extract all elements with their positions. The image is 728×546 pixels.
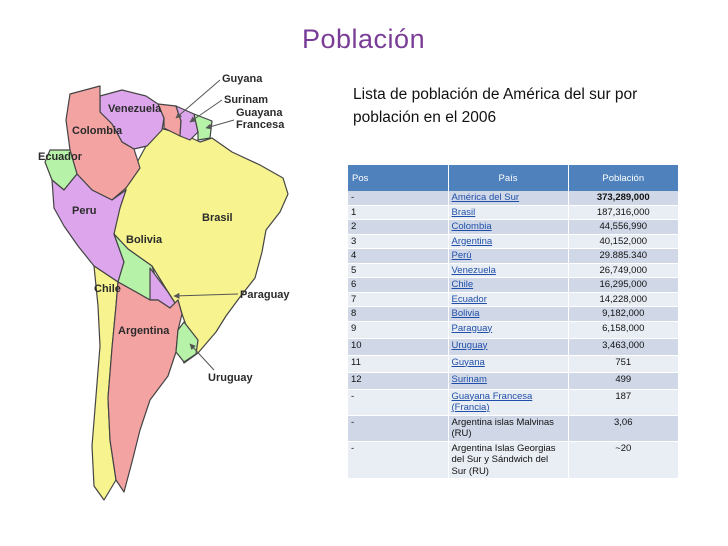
cell-pais-link[interactable]: Bolivia xyxy=(448,306,569,322)
map-label-paraguay: Paraguay xyxy=(240,289,290,301)
cell-poblacion: 44,556,990 xyxy=(568,219,678,235)
cell-pos: 3 xyxy=(348,234,449,249)
map-label-ecuador: Ecuador xyxy=(38,151,83,163)
table-row: - América del Sur 373,289,000 xyxy=(348,191,678,206)
header-pais: País xyxy=(448,165,569,191)
table-row: - Argentina islas Malvinas (RU) 3,06 xyxy=(348,415,678,442)
cell-pos: 9 xyxy=(348,321,449,339)
cell-poblacion: 751 xyxy=(568,355,678,373)
pointer-uruguay xyxy=(189,343,215,371)
table-row: 11 Guyana 751 xyxy=(348,355,678,373)
cell-pos: - xyxy=(348,389,449,416)
cell-pais: Argentina Islas Georgias del Sur y Sándw… xyxy=(448,441,569,479)
argentina-region xyxy=(107,281,183,493)
cell-poblacion: 26,749,000 xyxy=(568,263,678,278)
map-label-chile: Chile xyxy=(94,283,121,295)
cell-pos: 11 xyxy=(348,355,449,373)
cell-pos: 7 xyxy=(348,292,449,307)
table-row: 6 Chile 16,295,000 xyxy=(348,277,678,293)
cell-pos: - xyxy=(348,415,449,442)
cell-pos: - xyxy=(348,441,449,479)
cell-poblacion: 14,228,000 xyxy=(568,292,678,307)
uruguay-region xyxy=(175,321,199,363)
cell-pais-link[interactable]: Chile xyxy=(448,277,569,293)
cell-pais-link[interactable]: América del Sur xyxy=(448,191,569,206)
map-label-colombia: Colombia xyxy=(72,125,123,137)
cell-pais-link[interactable]: Colombia xyxy=(448,219,569,235)
table-header-row: Pos País Población xyxy=(348,165,678,191)
cell-poblacion: 16,295,000 xyxy=(568,277,678,293)
guayana-francesa-region xyxy=(193,113,213,141)
cell-pos: 2 xyxy=(348,219,449,235)
table-row: - Guayana Francesa (Francia) 187 xyxy=(348,389,678,416)
table-row: 3 Argentina 40,152,000 xyxy=(348,234,678,249)
table-row: - Argentina Islas Georgias del Sur y Sán… xyxy=(348,441,678,479)
cell-poblacion: 29.885.340 xyxy=(568,248,678,264)
cell-pais-link[interactable]: Uruguay xyxy=(448,338,569,356)
cell-pos: 4 xyxy=(348,248,449,264)
pointer-surinam xyxy=(189,99,223,123)
map-label-guayana-francesa-2: Francesa xyxy=(236,119,285,131)
map-label-argentina: Argentina xyxy=(118,325,170,337)
cell-pos: 1 xyxy=(348,205,449,220)
cell-poblacion: 9,182,000 xyxy=(568,306,678,322)
table-row: 10 Uruguay 3,463,000 xyxy=(348,338,678,356)
map-label-uruguay: Uruguay xyxy=(208,372,254,384)
pointer-guayana-francesa xyxy=(205,119,235,130)
table-row: 4 Perú 29.885.340 xyxy=(348,248,678,264)
cell-poblacion: 499 xyxy=(568,372,678,390)
cell-pos: 8 xyxy=(348,306,449,322)
cell-pais-link[interactable]: Ecuador xyxy=(448,292,569,307)
population-table: Pos País Población - América del Sur 373… xyxy=(348,165,678,479)
south-america-map: Venezuela Colombia Ecuador Peru Brasil B… xyxy=(38,73,290,501)
table-row: 1 Brasil 187,316,000 xyxy=(348,205,678,220)
cell-pais-link[interactable]: Surinam xyxy=(448,372,569,390)
cell-poblacion: ~20 xyxy=(568,441,678,479)
cell-pais-link[interactable]: Guayana Francesa (Francia) xyxy=(448,389,569,416)
table-row: 2 Colombia 44,556,990 xyxy=(348,219,678,235)
cell-poblacion: 187,316,000 xyxy=(568,205,678,220)
table-row: 12 Surinam 499 xyxy=(348,372,678,390)
table-row: 7 Ecuador 14,228,000 xyxy=(348,292,678,307)
cell-pais-link[interactable]: Perú xyxy=(448,248,569,264)
cell-pais-link[interactable]: Guyana xyxy=(448,355,569,373)
map-label-surinam: Surinam xyxy=(224,94,268,106)
table-row: 9 Paraguay 6,158,000 xyxy=(348,321,678,339)
cell-pos: - xyxy=(348,191,449,206)
cell-poblacion: 3,463,000 xyxy=(568,338,678,356)
table-row: 8 Bolivia 9,182,000 xyxy=(348,306,678,322)
map-label-brasil: Brasil xyxy=(202,212,233,224)
cell-poblacion: 6,158,000 xyxy=(568,321,678,339)
map-label-guayana-francesa-1: Guayana xyxy=(236,107,283,119)
cell-poblacion: 187 xyxy=(568,389,678,416)
cell-pais-link[interactable]: Argentina xyxy=(448,234,569,249)
cell-poblacion: 373,289,000 xyxy=(568,191,678,206)
table-row: 5 Venezuela 26,749,000 xyxy=(348,263,678,278)
cell-pos: 5 xyxy=(348,263,449,278)
cell-pais-link[interactable]: Venezuela xyxy=(448,263,569,278)
page-subtitle: Lista de población de América del sur po… xyxy=(353,86,638,126)
cell-pais: Argentina islas Malvinas (RU) xyxy=(448,415,569,442)
cell-pos: 10 xyxy=(348,338,449,356)
cell-poblacion: 40,152,000 xyxy=(568,234,678,249)
cell-pais-link[interactable]: Paraguay xyxy=(448,321,569,339)
map-label-bolivia: Bolivia xyxy=(126,234,163,246)
pointer-paraguay xyxy=(173,292,239,299)
cell-pos: 12 xyxy=(348,372,449,390)
map-label-guyana: Guyana xyxy=(222,73,263,85)
cell-pos: 6 xyxy=(348,277,449,293)
page-title: Población xyxy=(302,24,426,54)
pointer-guyana xyxy=(175,79,221,119)
map-label-peru: Peru xyxy=(72,205,96,217)
map-label-venezuela: Venezuela xyxy=(108,103,162,115)
header-poblacion: Población xyxy=(568,165,678,191)
header-pos: Pos xyxy=(348,165,449,191)
cell-pais-link[interactable]: Brasil xyxy=(448,205,569,220)
cell-poblacion: 3,06 xyxy=(568,415,678,442)
